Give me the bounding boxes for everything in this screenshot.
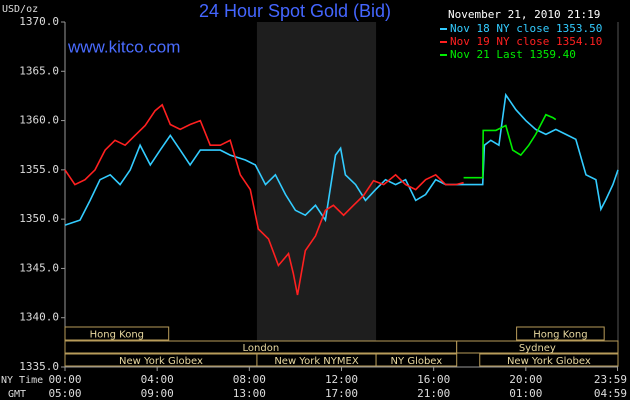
y-tick-label: 1355.0	[19, 163, 59, 176]
timestamp: November 21, 2010 21:19	[448, 8, 600, 21]
session-label: NY Globex	[391, 356, 443, 367]
legend-entry: Nov 18 NY close 1353.50	[450, 22, 602, 35]
session-label: London	[243, 343, 280, 354]
x-row-label: NY Time	[1, 375, 43, 386]
chart-title: 24 Hour Spot Gold (Bid)	[199, 1, 391, 21]
gmt-tick-label: 01:00	[509, 387, 542, 400]
session-label: Hong Kong	[90, 330, 144, 341]
y-tick-label: 1335.0	[19, 360, 59, 373]
x-tick-label: 00:00	[48, 373, 81, 386]
legend-entry: Nov 21 Last 1359.40	[450, 48, 576, 61]
session-box	[375, 353, 458, 367]
x-tick-label: 23:59	[594, 373, 627, 386]
session-label: Sydney	[519, 343, 556, 354]
session-label: Hong Kong	[533, 330, 587, 341]
y-tick-label: 1340.0	[19, 311, 59, 324]
x-tick-label: 04:00	[141, 373, 174, 386]
gmt-tick-label: 05:00	[48, 387, 81, 400]
series-line	[463, 113, 557, 179]
shaded-region	[256, 22, 377, 367]
y-tick-label: 1365.0	[19, 64, 59, 77]
y-tick-label: 1360.0	[19, 114, 59, 127]
session-label: New York Globex	[119, 356, 203, 367]
gmt-tick-label: 09:00	[141, 387, 174, 400]
session-box	[479, 353, 619, 367]
series-line	[64, 103, 464, 296]
x-tick-label: 08:00	[233, 373, 266, 386]
gmt-tick-label: 21:00	[417, 387, 450, 400]
y-tick-label: 1345.0	[19, 261, 59, 274]
x-row-label: GMT	[8, 389, 26, 400]
series-line	[64, 92, 619, 226]
session-box	[516, 326, 605, 341]
x-tick-label: 16:00	[417, 373, 450, 386]
session-box	[64, 326, 170, 341]
gmt-tick-label: 13:00	[233, 387, 266, 400]
y-tick-label: 1350.0	[19, 212, 59, 225]
session-label: New York Globex	[507, 356, 591, 367]
session-label: New York NYMEX	[274, 356, 359, 367]
y-axis-label: USD/oz	[2, 4, 38, 15]
session-box	[456, 340, 619, 354]
x-tick-label: 20:00	[509, 373, 542, 386]
gmt-tick-label: 04:59	[594, 387, 627, 400]
gmt-tick-label: 17:00	[325, 387, 358, 400]
site-label: www.kitco.com	[67, 37, 180, 56]
x-tick-label: 12:00	[325, 373, 358, 386]
y-tick-label: 1370.0	[19, 15, 59, 28]
legend-entry: Nov 19 NY close 1354.10	[450, 35, 602, 48]
